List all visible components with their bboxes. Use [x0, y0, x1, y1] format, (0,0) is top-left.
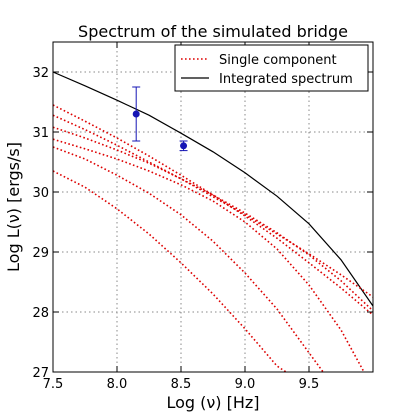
- legend: Single component Integrated spectrum: [174, 44, 369, 92]
- legend-label: Integrated spectrum: [219, 72, 353, 87]
- chart-title: Spectrum of the simulated bridge: [78, 22, 348, 41]
- data-points: [132, 86, 188, 152]
- y-tick-label: 32: [32, 66, 49, 81]
- x-tick-label: 8.0: [107, 377, 128, 392]
- component-curve: [52, 104, 374, 316]
- axis-ticks: 7.5 8.0 8.5 9.0 9.5 27 28 29 30 31 32: [32, 42, 373, 392]
- component-curve: [52, 138, 365, 373]
- component-curve: [52, 126, 374, 312]
- curves: [52, 71, 374, 373]
- data-point: [132, 110, 140, 118]
- plot-frame: [52, 41, 374, 373]
- y-tick-label: 29: [32, 246, 49, 261]
- component-curve: [52, 114, 374, 298]
- y-tick-label: 31: [32, 126, 49, 141]
- x-tick-label: 9.0: [235, 377, 256, 392]
- y-tick-label: 28: [32, 306, 49, 321]
- y-axis-label: Log L(ν) [ergs/s]: [4, 142, 23, 272]
- component-curve: [52, 170, 287, 373]
- x-axis-label: Log (ν) [Hz]: [166, 393, 259, 412]
- x-tick-label: 8.5: [171, 377, 192, 392]
- x-tick-label: 9.5: [299, 377, 320, 392]
- y-tick-label: 30: [32, 186, 49, 201]
- component-curve: [52, 146, 324, 373]
- legend-box: [174, 44, 369, 92]
- legend-label: Single component: [219, 53, 337, 68]
- y-tick-label: 27: [32, 366, 49, 381]
- data-point: [180, 142, 188, 150]
- x-tick-label: 7.5: [43, 377, 64, 392]
- integrated-spectrum-line: [52, 71, 374, 307]
